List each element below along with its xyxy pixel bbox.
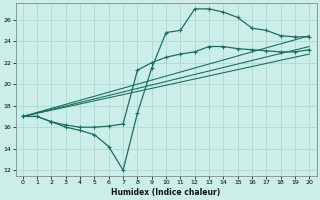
X-axis label: Humidex (Indice chaleur): Humidex (Indice chaleur): [111, 188, 221, 197]
